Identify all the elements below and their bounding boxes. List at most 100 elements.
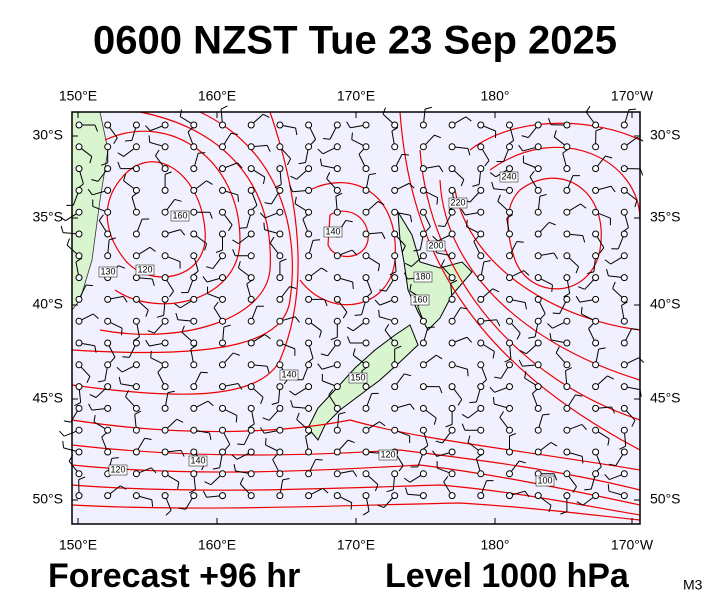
barb-flag [236, 415, 237, 422]
lon-label: 170°W [611, 537, 654, 553]
station [478, 209, 484, 215]
barb-flag [438, 226, 445, 227]
station [162, 166, 168, 172]
station [220, 144, 226, 150]
station [363, 340, 369, 346]
station [76, 187, 82, 193]
station [220, 340, 226, 346]
station [593, 166, 599, 172]
station [76, 340, 82, 346]
station [76, 296, 82, 302]
station [191, 384, 197, 390]
station [593, 187, 599, 193]
station [220, 122, 226, 128]
station [334, 449, 340, 455]
station [277, 493, 283, 499]
station [162, 209, 168, 215]
station [133, 209, 139, 215]
station [248, 296, 254, 302]
station [248, 449, 254, 455]
contour-label: 120 [109, 464, 127, 475]
contour-label-text: 160 [172, 210, 187, 220]
station [593, 296, 599, 302]
station [105, 384, 111, 390]
station [248, 231, 254, 237]
station [621, 427, 627, 433]
station [105, 122, 111, 128]
station [191, 471, 197, 477]
station [535, 340, 541, 346]
contour-label: 120 [379, 449, 397, 460]
station [392, 275, 398, 281]
station [478, 275, 484, 281]
station [248, 275, 254, 281]
lon-label: 150°E [59, 88, 97, 104]
station [478, 144, 484, 150]
station [76, 144, 82, 150]
barb-flag [266, 438, 267, 445]
lat-label: 35°S [650, 209, 681, 225]
station [277, 209, 283, 215]
station [191, 231, 197, 237]
station [133, 384, 139, 390]
station [248, 362, 254, 368]
station [105, 449, 111, 455]
station [420, 471, 426, 477]
station [363, 427, 369, 433]
station [392, 166, 398, 172]
station [507, 340, 513, 346]
station [449, 275, 455, 281]
barb-flag [608, 484, 609, 491]
station [191, 209, 197, 215]
station [449, 253, 455, 259]
barb-flag [632, 329, 639, 330]
station [535, 253, 541, 259]
station [76, 275, 82, 281]
station [420, 493, 426, 499]
station [191, 122, 197, 128]
barb-flag [149, 135, 150, 142]
barb-flag [323, 139, 330, 140]
station [277, 187, 283, 193]
station [392, 122, 398, 128]
barb-flag [351, 503, 352, 510]
station [105, 253, 111, 259]
station [449, 405, 455, 411]
station [162, 362, 168, 368]
station [507, 187, 513, 193]
station [564, 187, 570, 193]
barb-flag [582, 456, 583, 463]
station [621, 449, 627, 455]
station [478, 122, 484, 128]
barb-flag [122, 328, 123, 335]
station [133, 340, 139, 346]
station [248, 384, 254, 390]
station [191, 405, 197, 411]
station [76, 405, 82, 411]
station [306, 471, 312, 477]
level-label: Level 1000 hPa [385, 557, 630, 595]
barb-flag [355, 315, 362, 316]
station [535, 166, 541, 172]
map-area [72, 112, 640, 524]
station [306, 318, 312, 324]
station [76, 318, 82, 324]
station [162, 253, 168, 259]
contour-label-text: 160 [412, 294, 427, 304]
station [507, 318, 513, 324]
station [105, 209, 111, 215]
model-label: M3 [683, 577, 703, 593]
lon-label: 180° [481, 537, 510, 553]
station [478, 471, 484, 477]
station [334, 187, 340, 193]
station [133, 231, 139, 237]
station [306, 166, 312, 172]
contour-label: 150 [349, 372, 367, 383]
station [306, 405, 312, 411]
station [363, 362, 369, 368]
station [478, 405, 484, 411]
station [507, 384, 513, 390]
station [76, 493, 82, 499]
station [334, 427, 340, 433]
